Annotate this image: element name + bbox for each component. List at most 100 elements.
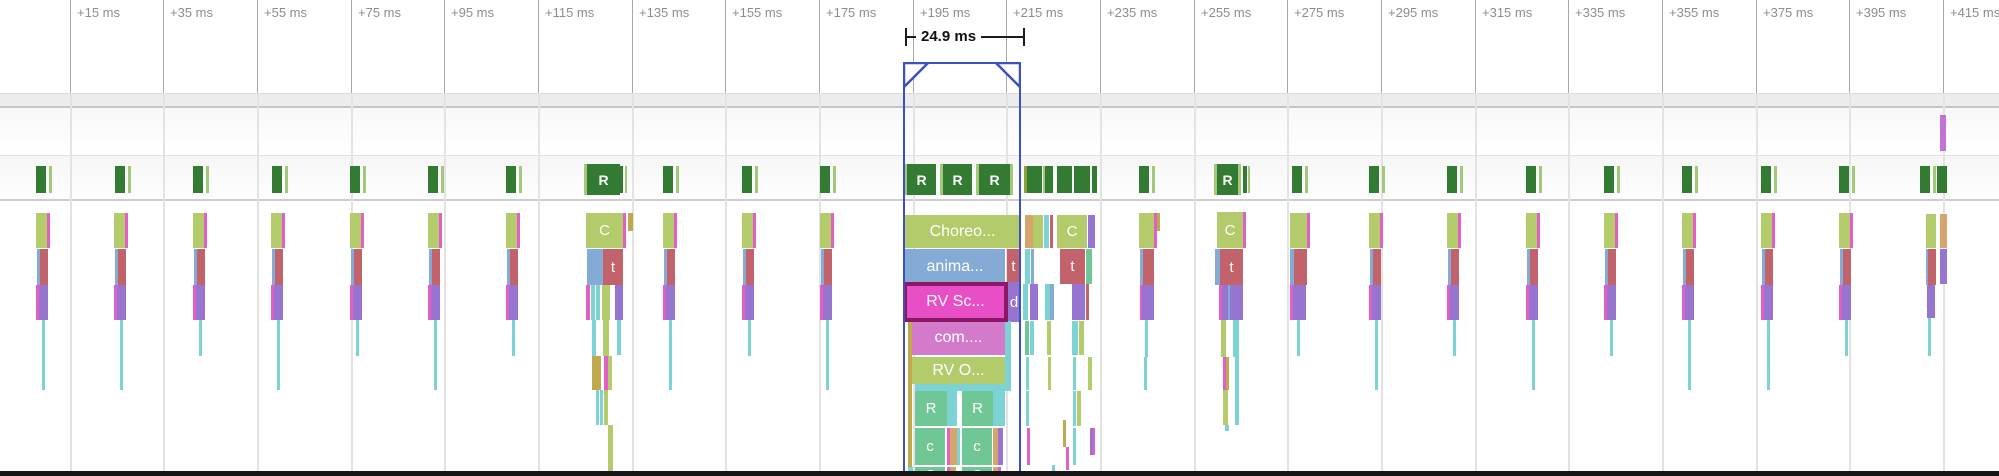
- frame-marker[interactable]: [1074, 166, 1090, 193]
- frame-marker[interactable]: [49, 166, 52, 193]
- flame-block[interactable]: [742, 213, 753, 248]
- flame-block[interactable]: [272, 249, 275, 285]
- flame-block[interactable]: d: [1008, 282, 1020, 322]
- flame-block[interactable]: [193, 285, 196, 320]
- flame-block[interactable]: [1772, 213, 1775, 248]
- flame-block[interactable]: [674, 213, 677, 248]
- frame-marker[interactable]: [128, 166, 131, 193]
- flame-block[interactable]: [350, 285, 353, 320]
- flame-block[interactable]: [746, 249, 754, 285]
- flame-block[interactable]: [1370, 249, 1373, 285]
- flame-block[interactable]: [1604, 285, 1607, 320]
- frame-marker[interactable]: [833, 166, 836, 193]
- selection-edge-right[interactable]: [1019, 62, 1021, 476]
- flame-block[interactable]: [1307, 213, 1310, 248]
- flame-block[interactable]: [666, 285, 675, 320]
- flame-block[interactable]: [1235, 390, 1239, 425]
- flame-block[interactable]: [586, 285, 590, 320]
- flame-block[interactable]: [1233, 320, 1239, 357]
- flame-block[interactable]: [1033, 215, 1043, 248]
- flame-block[interactable]: [743, 249, 746, 285]
- flame-block[interactable]: [431, 285, 440, 320]
- flame-block[interactable]: [1926, 214, 1936, 248]
- flame-block[interactable]: [353, 285, 362, 320]
- flame-block[interactable]: [1219, 285, 1222, 320]
- flame-block[interactable]: [1143, 249, 1154, 285]
- flame-block[interactable]: [428, 285, 431, 320]
- flame-block[interactable]: [1373, 249, 1381, 285]
- frame-marker[interactable]: [1305, 166, 1308, 193]
- flame-block[interactable]: [663, 285, 666, 320]
- flame-block[interactable]: [1693, 213, 1696, 248]
- flame-block[interactable]: [592, 356, 601, 390]
- flame-block[interactable]: [1940, 249, 1947, 284]
- flame-block[interactable]: [1761, 213, 1772, 248]
- flame-block[interactable]: [1140, 285, 1142, 320]
- flame-block[interactable]: [1045, 284, 1050, 320]
- flame-block[interactable]: [1025, 249, 1030, 284]
- flame-block[interactable]: [1026, 391, 1029, 426]
- frame-marker-r[interactable]: R: [976, 164, 1013, 195]
- flame-block[interactable]: t: [1060, 249, 1085, 284]
- flame-block[interactable]: [1682, 213, 1693, 248]
- flame-block[interactable]: [1086, 284, 1089, 320]
- flame-block[interactable]: [36, 285, 39, 320]
- flame-block[interactable]: [118, 249, 126, 285]
- flame-block[interactable]: [587, 249, 603, 285]
- flame-block[interactable]: [120, 320, 123, 390]
- flame-block[interactable]: [1077, 391, 1081, 426]
- flame-block[interactable]: R: [962, 391, 993, 426]
- flame-block[interactable]: [1221, 320, 1226, 357]
- frame-marker[interactable]: [1604, 166, 1614, 193]
- frame-marker[interactable]: [1526, 166, 1536, 193]
- flame-block[interactable]: [1066, 447, 1069, 470]
- flame-block[interactable]: [1027, 428, 1030, 465]
- flame-block[interactable]: [271, 285, 274, 320]
- flame-block[interactable]: [826, 320, 829, 390]
- selection-edge-left[interactable]: [903, 62, 905, 476]
- events-track[interactable]: [0, 108, 1999, 156]
- flame-block[interactable]: [1230, 285, 1243, 320]
- flame-block[interactable]: [1529, 285, 1538, 320]
- flame-block[interactable]: [351, 249, 354, 285]
- frame-marker[interactable]: [1369, 166, 1379, 193]
- flame-block[interactable]: Choreo...: [905, 215, 1020, 248]
- flame-block[interactable]: [1447, 285, 1450, 320]
- frame-marker[interactable]: [1774, 166, 1777, 193]
- flame-block[interactable]: [1683, 249, 1686, 285]
- flame-block[interactable]: [1850, 213, 1853, 248]
- flame-block[interactable]: [125, 213, 128, 248]
- frame-marker[interactable]: [1839, 166, 1849, 193]
- flame-block[interactable]: [1605, 249, 1608, 285]
- flame-block[interactable]: [596, 390, 599, 425]
- frame-marker[interactable]: [1092, 166, 1097, 193]
- frame-marker[interactable]: [1243, 166, 1247, 193]
- flame-block[interactable]: [1073, 391, 1076, 426]
- flame-block[interactable]: t: [1007, 249, 1020, 284]
- frame-marker[interactable]: [1852, 166, 1855, 193]
- flame-block[interactable]: [1842, 285, 1851, 320]
- flame-block[interactable]: [592, 320, 596, 356]
- flame-block[interactable]: [282, 213, 285, 248]
- flame-block[interactable]: [1840, 249, 1843, 285]
- flame-block[interactable]: [1052, 465, 1055, 476]
- flame-block[interactable]: [39, 285, 48, 320]
- flame-block[interactable]: [1086, 249, 1092, 284]
- flame-block[interactable]: [821, 249, 824, 285]
- flame-block[interactable]: [1685, 285, 1694, 320]
- flame-block[interactable]: [1761, 285, 1764, 320]
- flame-block[interactable]: [1235, 357, 1239, 390]
- flame-block[interactable]: [1140, 249, 1143, 285]
- flame-block[interactable]: [1145, 320, 1148, 357]
- flame-block[interactable]: [603, 320, 609, 356]
- flame-block[interactable]: [1223, 390, 1228, 425]
- flame-block[interactable]: C: [1217, 212, 1243, 248]
- flame-block[interactable]: [1297, 320, 1300, 356]
- flame-block[interactable]: [1839, 285, 1842, 320]
- flame-block[interactable]: [114, 285, 117, 320]
- frame-marker[interactable]: [285, 166, 288, 193]
- flame-block[interactable]: [820, 213, 831, 248]
- flame-block[interactable]: [114, 213, 125, 248]
- flame-block[interactable]: [831, 213, 834, 248]
- flame-block[interactable]: [1031, 249, 1034, 284]
